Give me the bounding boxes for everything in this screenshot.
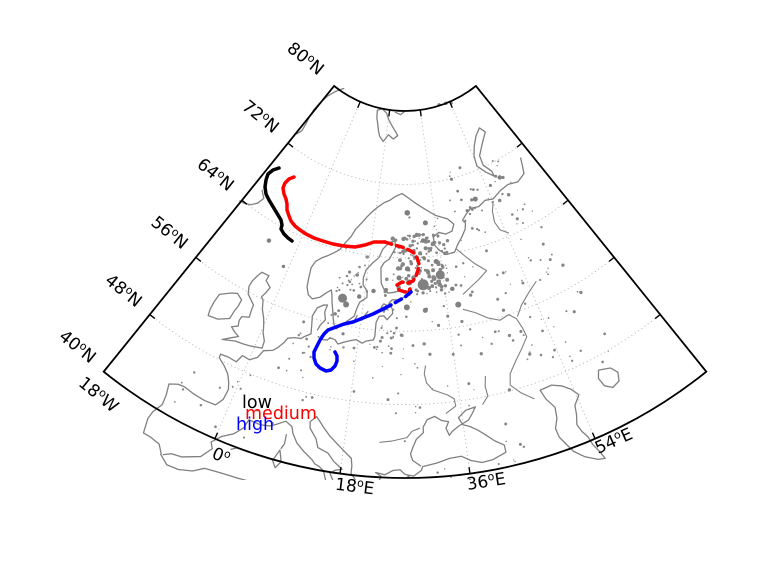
coastlines [142,87,620,480]
graticule [149,101,661,474]
axis-label-lat-48n: 48oN [101,270,146,312]
axis-ticks [103,85,707,474]
lakes [266,101,502,336]
axis-label-lon-36e: 36oE [465,468,507,495]
axis-label-lon-0: 0o [209,443,233,469]
legend-label-high: high [236,415,275,435]
trajectories [263,166,421,373]
axis-label-lat-40n: 40oN [55,326,100,368]
axis-label-lat-72n: 72oN [238,96,283,138]
axis-label-lon-54e: 54oE [592,423,636,458]
trajectory-medium-solid [281,175,387,249]
legend-label-low: low [242,393,272,413]
axis-label-lat-56n: 56oN [147,212,192,254]
trajectory-high-solid [312,303,393,373]
trajectory-low [263,166,294,243]
axis-label-lon-18e: 18oE [334,474,375,500]
trajectory-medium-dashed [383,240,421,296]
legend-label-medium: medium [245,404,317,424]
rivers [379,200,537,443]
map-content [142,87,661,480]
axis-label-lon-18w: 18oW [74,372,122,417]
axis-label-lat-64n: 64oN [193,154,238,196]
trajectory-high-dashed [389,290,413,307]
map-boundary [102,84,708,479]
axis-label-lat-80n: 80oN [283,38,328,80]
